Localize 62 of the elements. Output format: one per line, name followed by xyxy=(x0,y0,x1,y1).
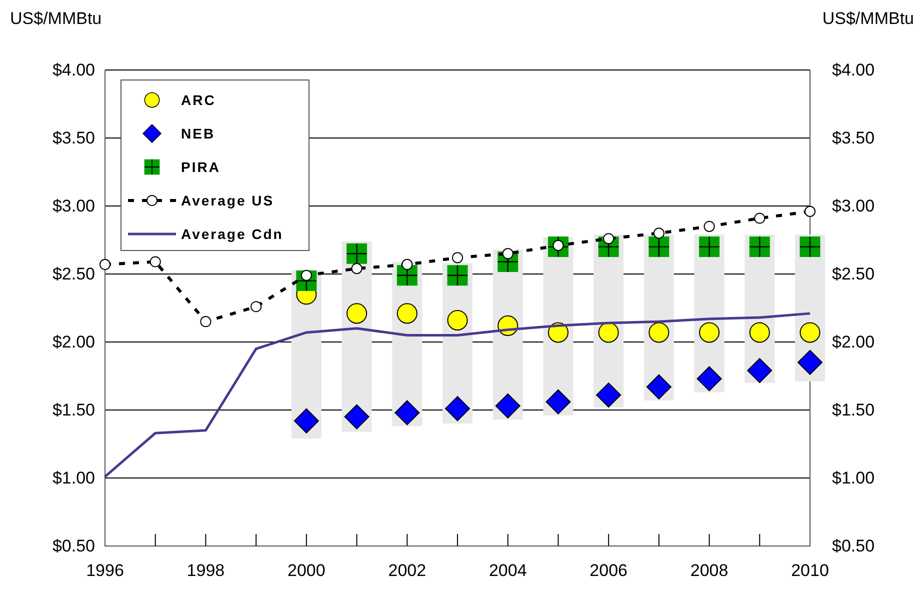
y-tick-label: $2.00 xyxy=(52,332,95,352)
y2-tick-label: $2.50 xyxy=(832,264,875,284)
point xyxy=(396,303,418,324)
point xyxy=(452,252,464,264)
point xyxy=(546,389,571,414)
y-axis-title: US$/MMBtu xyxy=(10,9,102,28)
point xyxy=(804,206,816,217)
x-tick-label: 2002 xyxy=(388,561,426,580)
y-tick-label: $0.50 xyxy=(52,536,95,556)
legend-label: ARC xyxy=(181,92,216,108)
y2-tick-label: $2.00 xyxy=(832,332,875,352)
y-tick-label: $4.00 xyxy=(52,60,95,80)
y-tick-label: $2.50 xyxy=(52,264,95,284)
point xyxy=(200,316,212,328)
x-tick-label: 2006 xyxy=(590,561,628,580)
y2-tick-label: $0.50 xyxy=(832,536,875,556)
x-tick-label: 2010 xyxy=(791,561,829,580)
point xyxy=(394,400,420,426)
point xyxy=(704,220,715,232)
point xyxy=(495,393,520,418)
y-tick-label: $1.50 xyxy=(52,400,95,420)
y2-axis-title: US$/MMBtu xyxy=(822,9,914,28)
y-tick-label: $3.50 xyxy=(52,128,95,148)
y2-tick-label: $1.00 xyxy=(832,468,875,488)
point xyxy=(798,350,822,375)
point xyxy=(445,396,470,422)
point xyxy=(747,358,772,384)
x-tick-label: 2000 xyxy=(288,561,326,580)
point xyxy=(699,322,720,343)
legend-label: NEB xyxy=(181,126,216,142)
point xyxy=(603,233,614,244)
line-series xyxy=(104,312,812,478)
y-tick-label: $1.00 xyxy=(52,468,95,488)
x-tick-label: 2004 xyxy=(488,561,527,580)
point xyxy=(596,382,622,408)
legend-label: PIRA xyxy=(181,159,220,175)
legend-label: Average US xyxy=(181,192,274,208)
y-tick-label: $3.00 xyxy=(52,196,95,216)
x-tick-label: 1996 xyxy=(86,561,124,580)
y2-tick-label: $1.50 xyxy=(832,400,875,420)
point xyxy=(351,263,362,274)
point xyxy=(502,248,514,260)
point xyxy=(346,303,368,324)
x-tick-label: 1998 xyxy=(186,561,225,580)
point xyxy=(344,404,370,430)
point xyxy=(250,301,262,312)
point xyxy=(696,366,722,392)
y2-tick-label: $3.00 xyxy=(832,196,875,216)
point xyxy=(447,310,468,330)
x-tick-label: 2008 xyxy=(690,561,728,580)
point xyxy=(294,408,319,434)
point xyxy=(800,322,820,343)
y2-tick-label: $4.00 xyxy=(832,60,875,80)
y2-tick-label: $3.50 xyxy=(832,128,875,148)
point xyxy=(99,258,111,270)
point xyxy=(402,258,413,270)
point xyxy=(648,322,670,343)
legend-label: Average Cdn xyxy=(181,226,284,242)
point xyxy=(749,322,770,343)
point xyxy=(653,228,664,239)
point xyxy=(598,322,619,343)
point xyxy=(646,374,672,400)
